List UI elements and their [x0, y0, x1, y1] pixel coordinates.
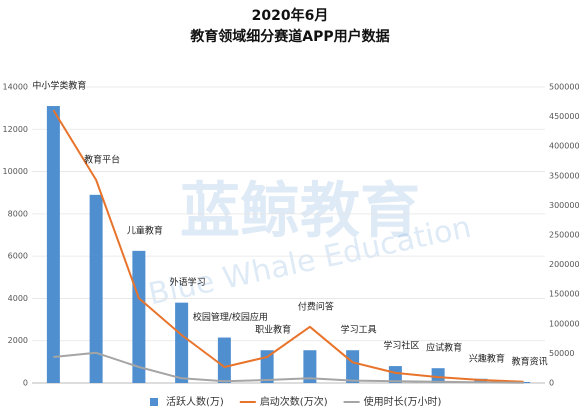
bar	[346, 350, 360, 383]
category-label: 中小学类教育	[32, 80, 86, 92]
category-label: 学习工具	[341, 324, 377, 336]
y-tick-label: 4000	[8, 294, 28, 303]
y2-tick-label: 350000	[549, 171, 580, 180]
y-tick-label: 0	[23, 379, 28, 388]
y-tick-label: 6000	[8, 252, 28, 261]
bar	[431, 368, 445, 383]
bar	[260, 350, 274, 383]
y2-tick-label: 50000	[549, 349, 574, 358]
category-label: 外语学习	[170, 276, 206, 288]
category-label: 应试教育	[426, 342, 462, 354]
category-label: 教育资讯	[512, 355, 548, 367]
y2-tick-label: 100000	[549, 319, 580, 328]
y2-tick-label: 250000	[549, 231, 580, 240]
line-series	[52, 109, 524, 383]
legend-label: 活跃人数(万)	[166, 395, 224, 408]
bar	[89, 194, 103, 383]
bar	[217, 337, 231, 383]
y2-tick-label: 0	[549, 379, 554, 388]
legend-swatch	[150, 398, 158, 406]
category-label: 兴趣教育	[469, 352, 505, 364]
bar	[175, 302, 189, 383]
category-label: 学习社区	[383, 340, 419, 352]
chart-title: 教育领域细分赛道APP用户数据	[190, 28, 389, 45]
bar	[132, 250, 146, 383]
y2-tick-label: 400000	[549, 142, 580, 151]
chart-title: 2020年6月	[252, 7, 329, 24]
y-tick-label: 12000	[3, 125, 28, 134]
legend-label: 启动次数(万次)	[260, 395, 328, 408]
y-tick-label: 14000	[3, 83, 28, 92]
category-label: 校园管理/校园应用	[193, 311, 268, 323]
bar	[46, 106, 60, 384]
y2-tick-label: 200000	[549, 260, 580, 269]
y-tick-label: 2000	[8, 336, 28, 345]
line-series	[53, 351, 524, 384]
y2-tick-label: 150000	[549, 290, 580, 299]
bar	[303, 350, 317, 383]
y2-tick-label: 500000	[549, 83, 580, 92]
category-label: 付费问答	[298, 300, 334, 312]
category-label: 儿童教育	[127, 224, 163, 236]
legend-label: 使用时长(万小时)	[364, 395, 442, 408]
category-label: 职业教育	[255, 324, 291, 336]
y-tick-label: 10000	[3, 167, 28, 176]
y2-tick-label: 450000	[549, 112, 580, 121]
bar	[388, 366, 402, 383]
bar	[517, 381, 531, 383]
watermark: 蓝鲸教育	[180, 177, 420, 247]
y-tick-label: 8000	[8, 209, 28, 218]
y2-tick-label: 300000	[549, 201, 580, 210]
category-label: 教育平台	[84, 153, 120, 165]
